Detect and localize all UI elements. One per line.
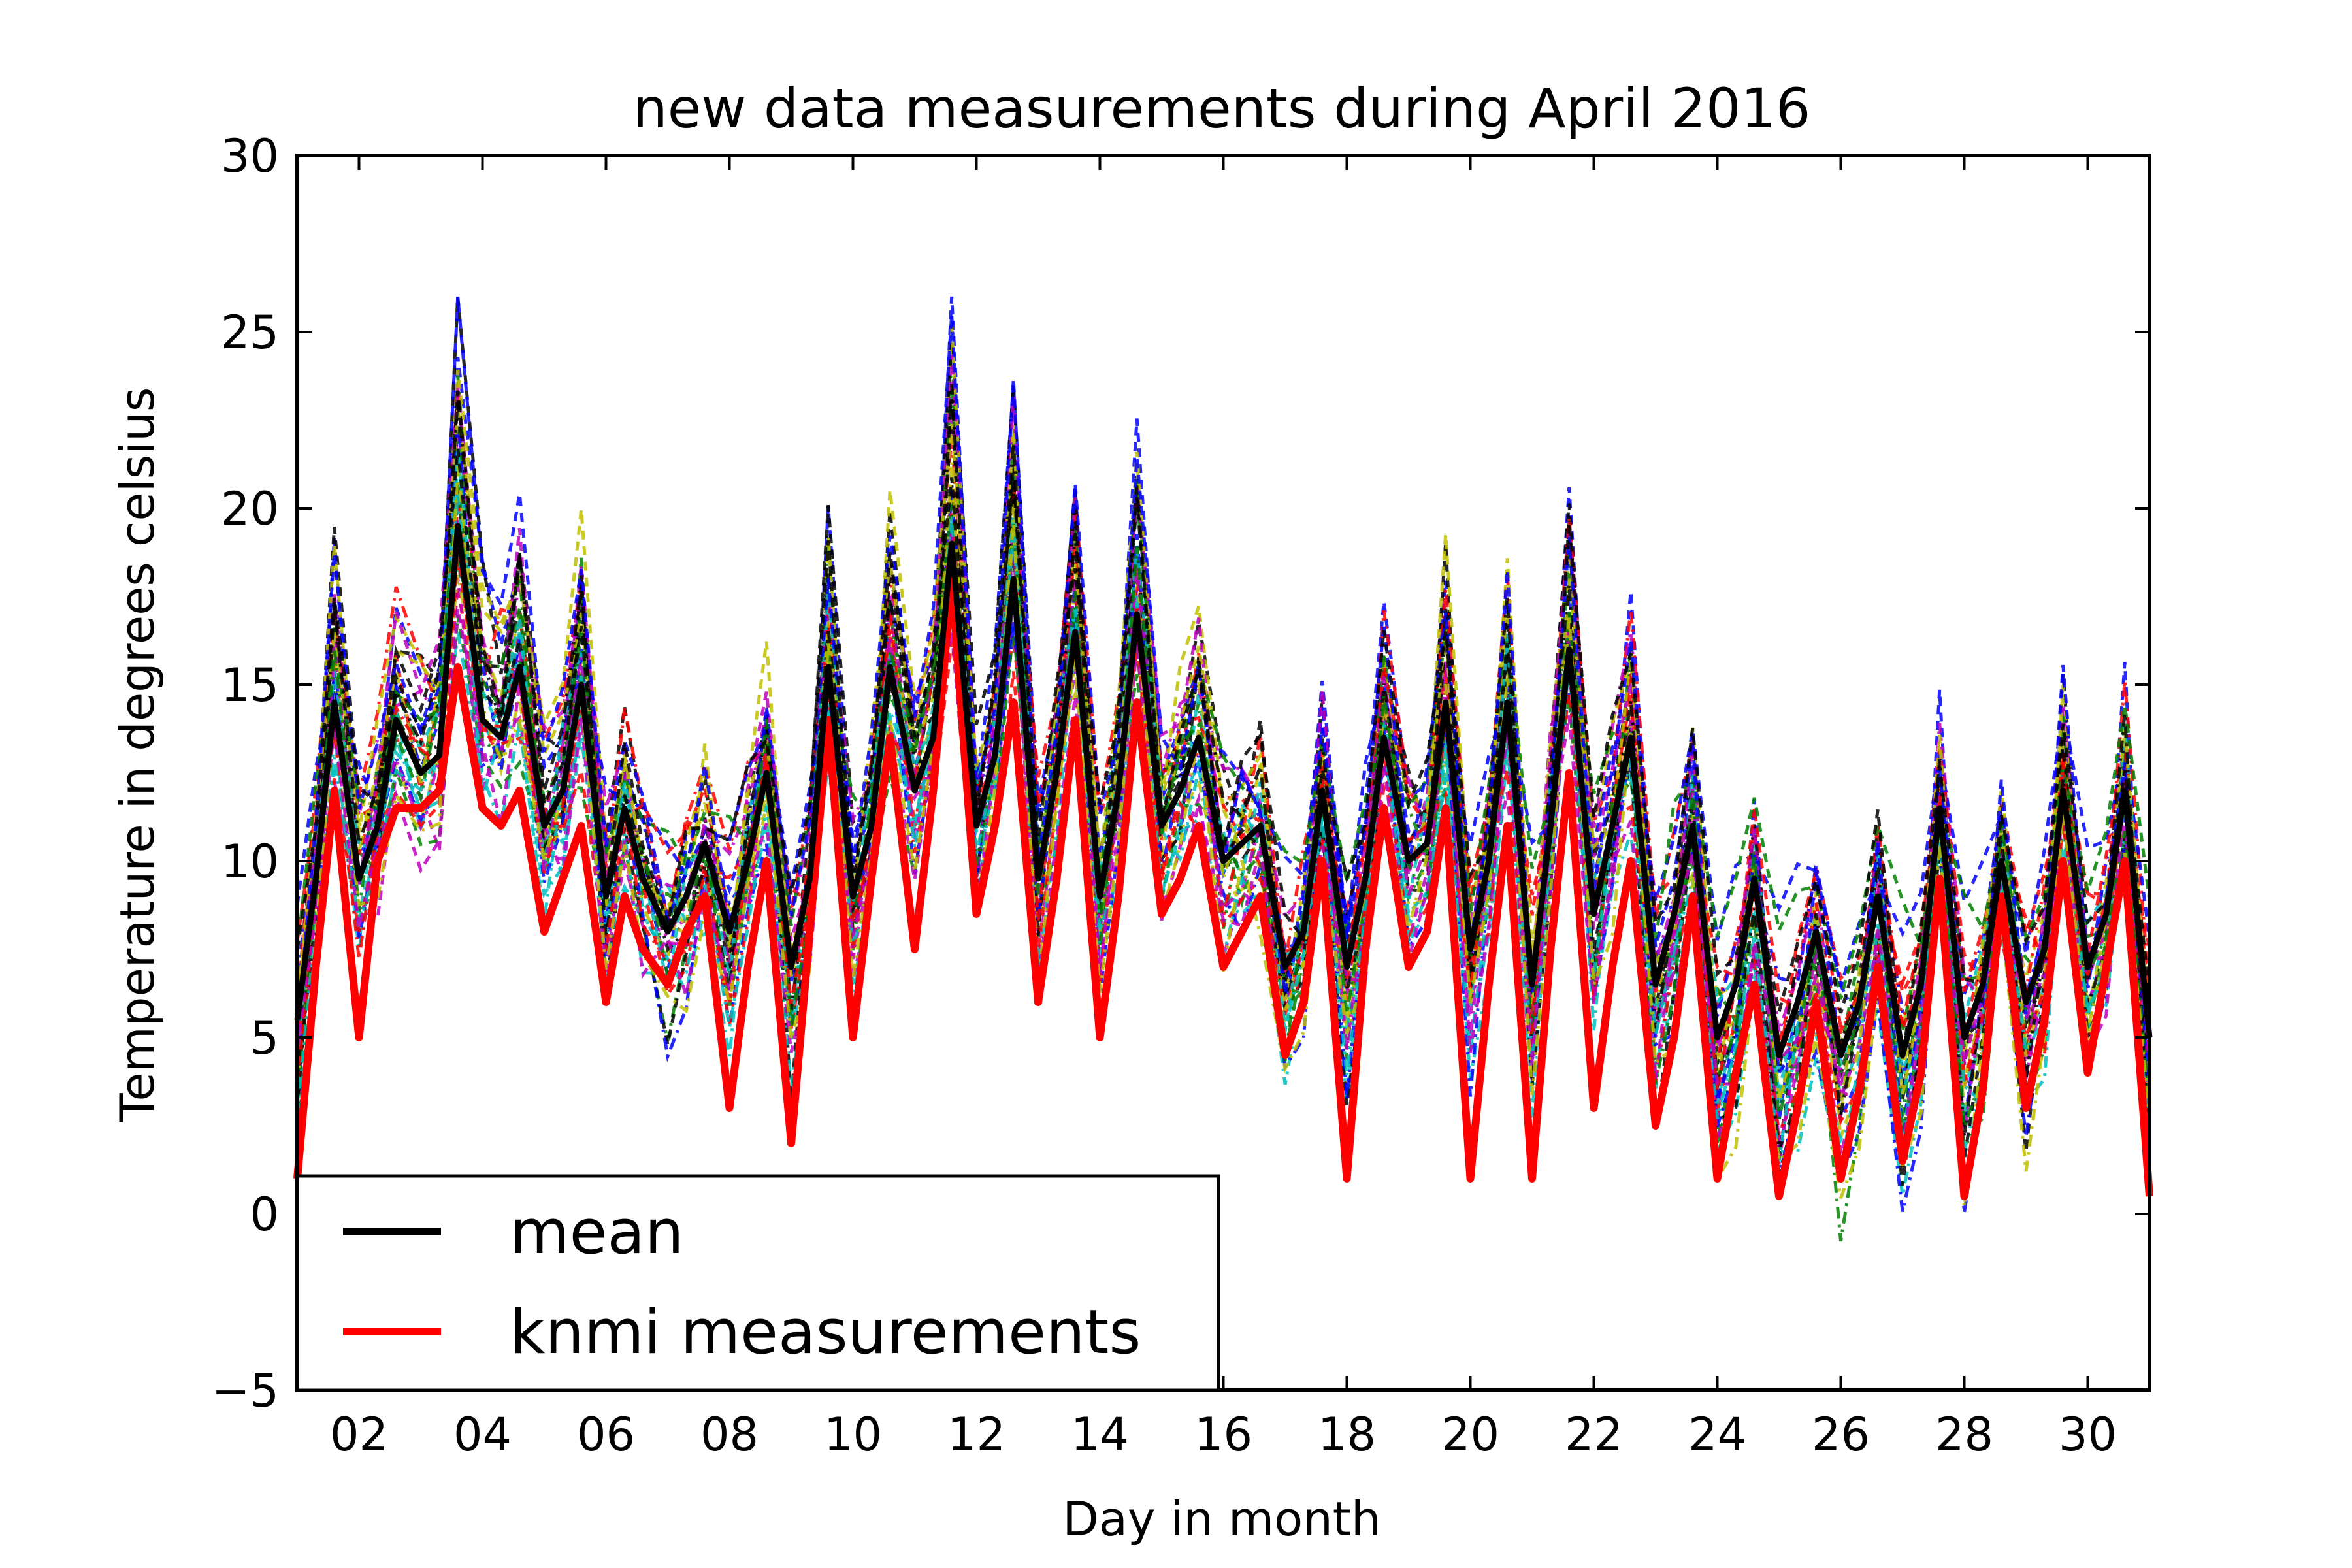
series-knmi-line [293,575,2153,1200]
y-tick-label: 0 [250,1188,279,1241]
station-trace [295,547,2151,1045]
y-tick-label: 20 [221,482,279,536]
y-axis-label: Temperature in degrees celsius [110,387,165,1123]
chart-title: new data measurements during April 2016 [633,76,1811,140]
x-tick-label: 20 [1441,1408,1499,1462]
x-tick-label: 30 [2059,1408,2117,1462]
legend-label-knmi: knmi measurements [510,1297,1141,1368]
legend-box [295,1174,1220,1392]
legend: mean knmi measurements [295,1174,1220,1392]
station-trace [295,529,2151,988]
station-trace [295,576,2151,1148]
station-trace [295,461,2151,1207]
station-trace [295,409,2151,1091]
station-trace [295,449,2151,1123]
x-tick-label: 24 [1688,1408,1746,1462]
station-trace [295,448,2151,1059]
x-tick-label: 10 [824,1408,882,1462]
x-tick-label: 22 [1565,1408,1623,1462]
station-trace [295,587,2151,1099]
y-tick-label: −5 [212,1364,279,1418]
series-lines [293,523,2153,1200]
y-axis-ticks: −5 0 5 10 15 20 25 30 [212,129,2149,1418]
x-tick-label: 12 [947,1408,1005,1462]
x-tick-label: 16 [1194,1408,1252,1462]
y-tick-label: 15 [221,659,279,712]
y-tick-label: 5 [250,1011,279,1065]
x-tick-label: 04 [453,1408,512,1462]
x-tick-label: 08 [700,1408,759,1462]
y-tick-label: 10 [221,835,279,889]
legend-label-mean: mean [510,1197,684,1268]
x-tick-label: 02 [330,1408,388,1462]
y-tick-label: 30 [221,129,279,183]
x-axis-ticks: 02 04 06 08 10 12 14 16 18 20 22 24 26 28 30 [330,155,2117,1462]
x-tick-label: 26 [1812,1408,1870,1462]
x-axis-label: Day in month [1062,1492,1380,1546]
station-trace [295,540,2151,1000]
y-tick-label: 25 [221,306,279,359]
x-tick-label: 06 [577,1408,635,1462]
series-mean-line [294,523,2153,1058]
x-tick-label: 18 [1318,1408,1376,1462]
x-tick-label: 28 [1935,1408,1993,1462]
x-tick-label: 14 [1071,1408,1129,1462]
